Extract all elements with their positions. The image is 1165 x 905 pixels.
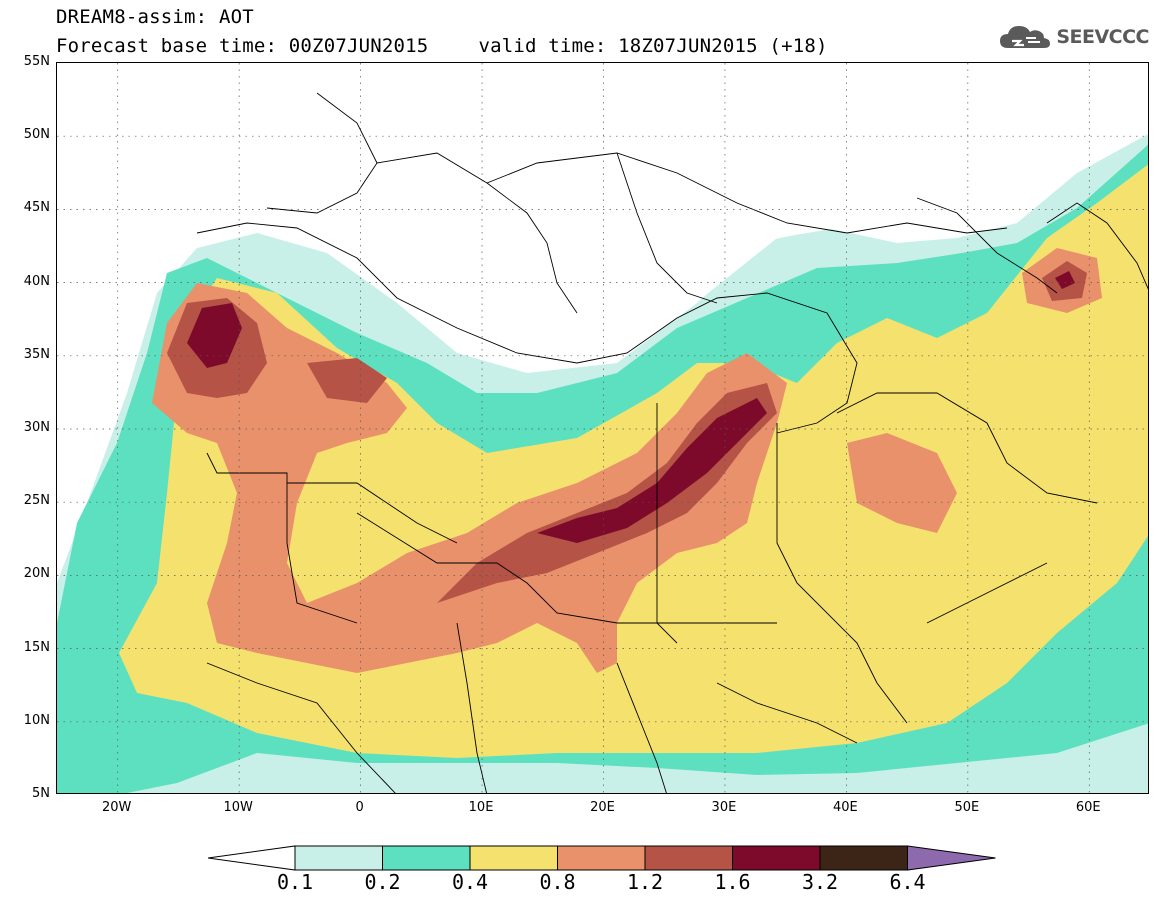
aot-band-1.6b bbox=[537, 398, 767, 543]
latitude-label: 50N bbox=[23, 127, 50, 143]
forecast-base-time: Forecast base time: 00Z07JUN2015 bbox=[56, 35, 429, 57]
colorbar-segment bbox=[819, 845, 908, 871]
aot-patch-arabia bbox=[847, 433, 957, 533]
latitude-label: 35N bbox=[23, 346, 50, 362]
aot-band-1.6 bbox=[187, 303, 242, 368]
time-info: Forecast base time: 00Z07JUN2015 valid ti… bbox=[56, 35, 828, 57]
colorbar-level-label: 0.8 bbox=[539, 870, 576, 894]
colorbar-segment bbox=[294, 845, 383, 871]
latitude-label: 55N bbox=[23, 54, 50, 69]
aot-band-1.2b bbox=[307, 358, 387, 403]
colorbar-segment bbox=[469, 845, 558, 871]
colorbar-level-label: 1.2 bbox=[626, 870, 664, 894]
logo-text: SEEVCCC bbox=[1056, 26, 1149, 48]
country-borders bbox=[196, 92, 1148, 793]
longitude-label: 40E bbox=[832, 800, 858, 815]
latitude-label: 45N bbox=[23, 200, 50, 216]
latitude-label: 40N bbox=[23, 273, 50, 289]
aot-map-canvas bbox=[57, 63, 1148, 793]
valid-time: valid time: 18Z07JUN2015 (+18) bbox=[478, 35, 828, 57]
colorbar-level-label: 0.1 bbox=[276, 870, 314, 894]
colorbar-level-label: 0.4 bbox=[451, 870, 489, 894]
europe-clear-area bbox=[252, 63, 1148, 368]
latitude-label: 5N bbox=[32, 786, 50, 801]
longitude-label: 20W bbox=[102, 800, 132, 815]
latitude-label: 10N bbox=[23, 712, 50, 728]
longitude-label: 0 bbox=[355, 800, 364, 815]
aot-band-1.2c bbox=[437, 383, 777, 603]
grid-lines bbox=[57, 63, 1148, 793]
aot-band-1.6c bbox=[1055, 271, 1075, 289]
colorbar-level-label: 3.2 bbox=[801, 870, 839, 894]
white-land-seas bbox=[252, 63, 1148, 368]
latitude-label: 25N bbox=[23, 493, 50, 509]
colorbar-segment bbox=[732, 845, 821, 871]
aot-map bbox=[56, 62, 1149, 794]
seevccc-logo: SEEVCCC bbox=[998, 22, 1149, 52]
longitude-label: 20E bbox=[590, 800, 615, 815]
latitude-label: 30N bbox=[23, 420, 50, 435]
longitude-label: 60E bbox=[1075, 800, 1101, 815]
aot-fill-layers bbox=[57, 134, 1148, 793]
cloud-icon bbox=[1000, 26, 1051, 48]
colorbar-upper-arrow bbox=[907, 845, 996, 871]
colorbar-segment bbox=[382, 845, 471, 871]
colorbar-level-label: 1.6 bbox=[714, 870, 751, 894]
longitude-label: 10E bbox=[468, 800, 494, 815]
longitude-label: 10W bbox=[223, 800, 253, 815]
aot-band-0.8 bbox=[152, 283, 787, 673]
aot-colorbar bbox=[208, 845, 996, 871]
colorbar-segment bbox=[557, 845, 646, 871]
colorbar-segment bbox=[644, 845, 733, 871]
longitude-label: 50E bbox=[954, 800, 980, 815]
latitude-label: 20N bbox=[23, 566, 50, 582]
colorbar-level-label: 0.2 bbox=[364, 870, 401, 894]
longitude-label: 30E bbox=[711, 800, 737, 815]
colorbar-lower-arrow bbox=[208, 845, 296, 871]
latitude-label: 15N bbox=[23, 639, 50, 655]
colorbar-level-label: 6.4 bbox=[889, 870, 926, 894]
map-title: DREAM8-assim: AOT bbox=[56, 6, 254, 28]
